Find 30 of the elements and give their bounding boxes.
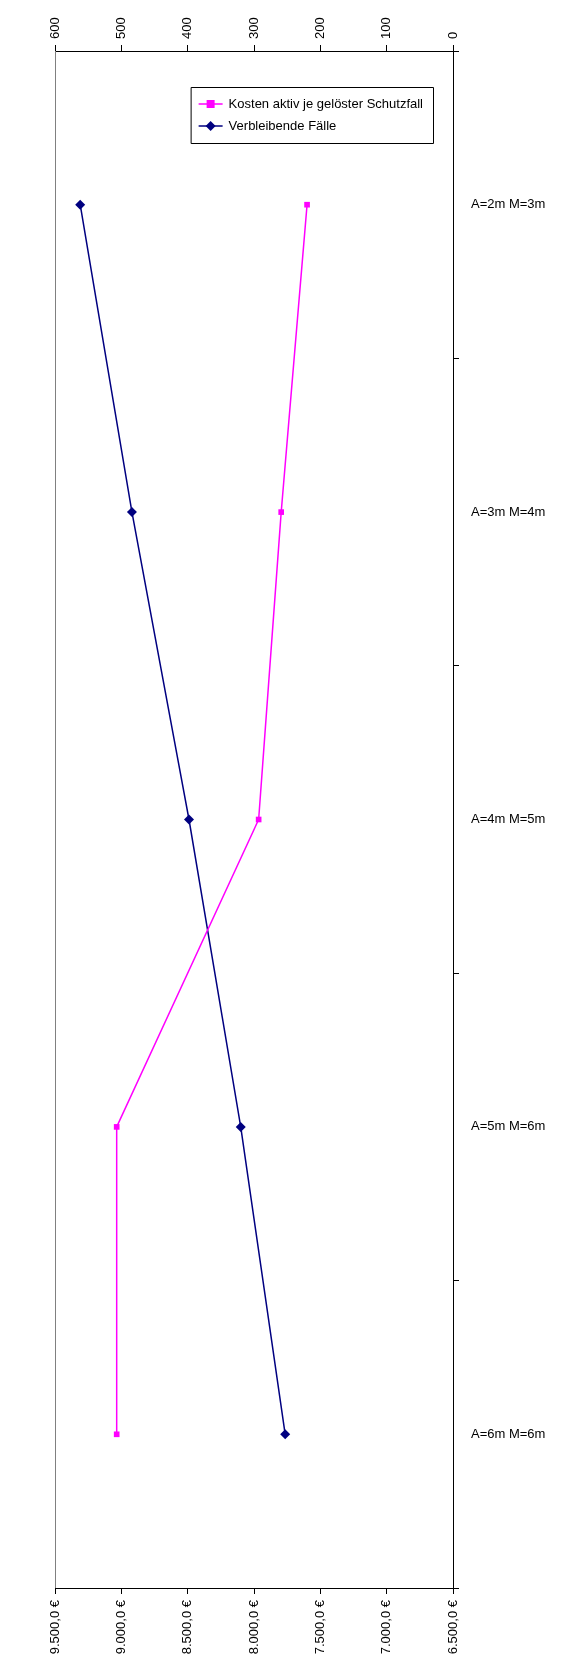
x2-tick-label: 600: [46, 17, 62, 39]
point: [126, 507, 137, 518]
y-tick-label: A=6m M=6m: [471, 1425, 546, 1441]
x-tick-label: 9.500,0 €: [46, 1599, 62, 1655]
point: [280, 1429, 291, 1440]
point: [113, 1124, 120, 1130]
y-tick-label: A=3m M=4m: [471, 503, 546, 519]
point: [183, 814, 194, 825]
point: [75, 199, 86, 210]
x-tick-label: 7.500,0 €: [311, 1599, 327, 1655]
x2-tick-label: 500: [112, 17, 128, 39]
point: [278, 509, 285, 515]
legend-label: Verbleibende Fälle: [228, 117, 337, 133]
x-tick-label: 9.000,0 €: [112, 1599, 128, 1655]
x2-tick-label: 0: [444, 31, 460, 39]
point: [304, 201, 310, 208]
legend-label: Kosten aktiv je gelöster Schutzfall: [228, 95, 424, 111]
point: [113, 1431, 120, 1438]
x2-tick-label: 100: [378, 17, 394, 39]
x-tick-label: 8.000,0 €: [245, 1599, 261, 1655]
point: [235, 1121, 246, 1132]
y-tick-label: A=2m M=3m: [471, 196, 546, 212]
x2-tick-label: 300: [245, 17, 261, 39]
y-tick-label: A=4m M=5m: [471, 811, 546, 827]
y-tick-label: A=5m M=6m: [471, 1118, 546, 1134]
x-tick-label: 7.000,0 €: [378, 1599, 394, 1655]
x-tick-label: 6.500,0 €: [444, 1599, 460, 1655]
x2-tick-label: 400: [179, 17, 195, 39]
x-tick-label: 8.500,0 €: [179, 1599, 195, 1655]
x2-tick-label: 200: [311, 17, 327, 39]
